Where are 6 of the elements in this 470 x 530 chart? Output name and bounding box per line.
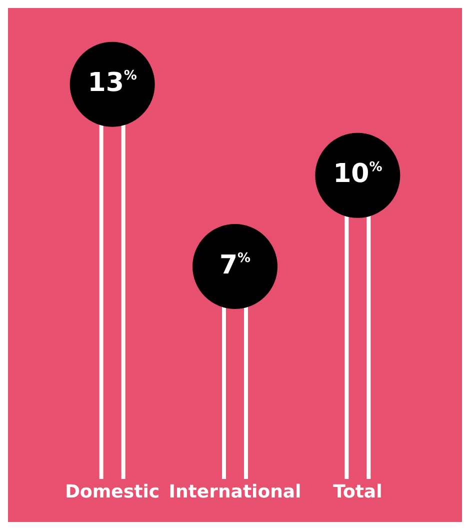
data-label: 7% <box>219 250 251 280</box>
x-tick-label: Total <box>333 481 382 502</box>
x-tick-label: Domestic <box>65 481 160 502</box>
data-label: 13% <box>88 68 137 98</box>
x-tick-label: International <box>168 481 302 502</box>
data-label: 10% <box>333 159 382 190</box>
